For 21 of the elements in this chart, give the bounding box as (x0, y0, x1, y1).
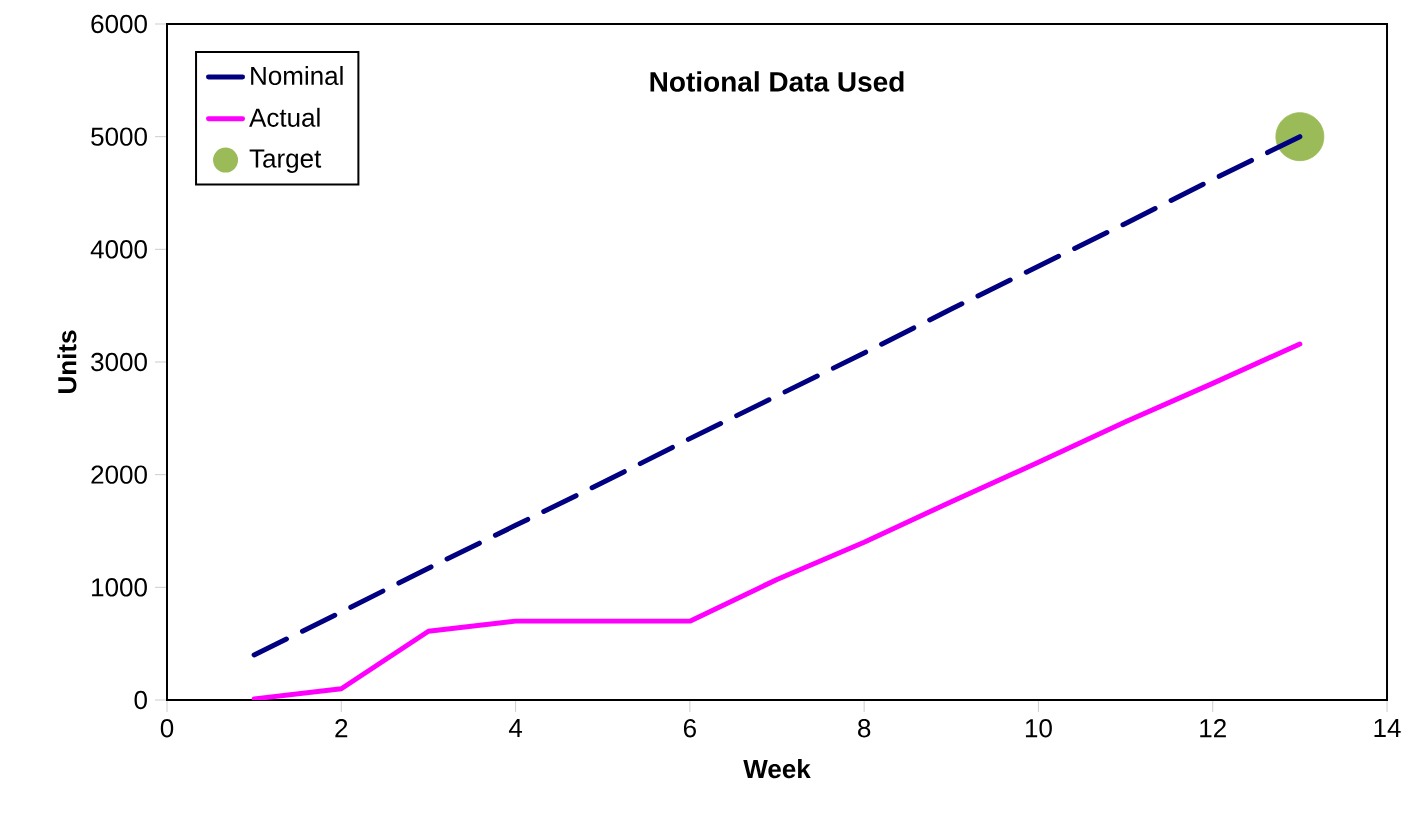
legend-label: Target (249, 149, 322, 173)
x-tick-label: 4 (508, 719, 523, 737)
y-axis-title: Units (57, 330, 77, 393)
annotation: Notional Data Used (650, 71, 904, 92)
x-tick-label: 8 (858, 719, 871, 738)
x-axis-title: Week (743, 759, 811, 779)
x-tick-label: 14 (1374, 719, 1401, 737)
x-tick-label: 12 (1200, 719, 1226, 738)
y-tick-label: 1000 (92, 578, 147, 597)
y-tick-label: 5000 (91, 127, 147, 146)
legend-label: Nominal (251, 66, 343, 86)
y-tick-label: 6000 (91, 14, 147, 34)
x-tick-label: 0 (160, 719, 174, 738)
y-tick-label: 2000 (91, 465, 147, 484)
y-tick-label: 3000 (91, 352, 147, 372)
legend-label: Actual (249, 107, 320, 127)
y-tick-label: 0 (134, 690, 147, 710)
x-tick-label: 2 (335, 719, 348, 738)
x-tick-label: 6 (683, 719, 696, 738)
y-tick-label: 4000 (90, 240, 147, 259)
x-tick-label: 10 (1025, 719, 1052, 738)
